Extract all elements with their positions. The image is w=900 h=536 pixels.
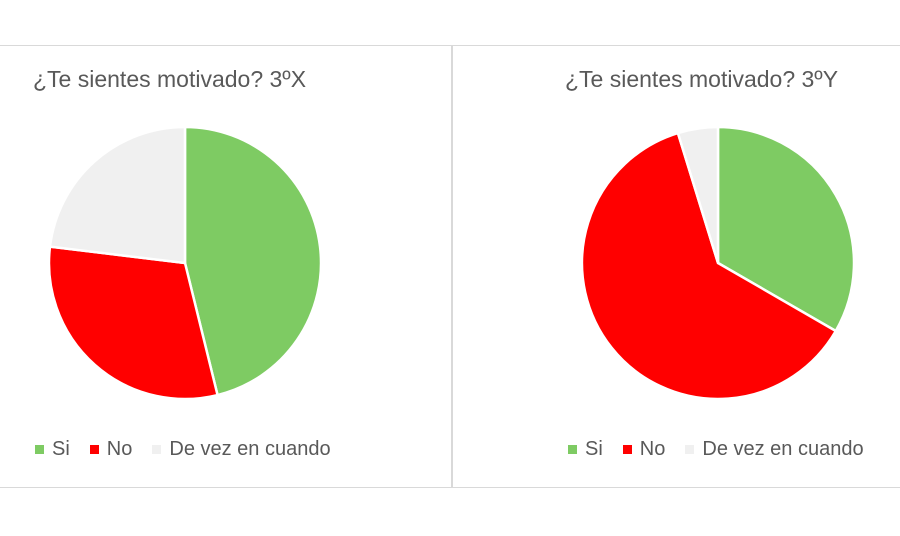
legend-label: Si	[52, 438, 70, 460]
legend-item-si: Si	[35, 438, 70, 461]
legend-label: No	[639, 438, 666, 460]
pie-slice-de-vez-en-cuando	[48, 125, 187, 265]
legend-3y: Si No De vez en cuando	[568, 438, 864, 461]
pie-slice-de-vez-en-cuando	[676, 125, 720, 265]
pie-slice-no	[580, 131, 838, 401]
legend-label: De vez en cuando	[702, 438, 864, 460]
legend-swatch	[685, 445, 695, 454]
top-border	[0, 45, 900, 46]
bottom-border	[0, 487, 900, 488]
legend-label: No	[106, 438, 133, 460]
legend-swatch	[568, 445, 577, 454]
chart-title-3x: ¿Te sientes motivado? 3ºX	[33, 66, 307, 92]
legend-item-si: Si	[568, 438, 603, 461]
legend-swatch	[152, 445, 162, 454]
legend-label: Si	[585, 438, 603, 460]
legend-swatch	[35, 445, 44, 454]
legend-item-no: No	[89, 438, 133, 461]
legend-3x: Si No De vez en cuando	[35, 438, 331, 461]
pie-slice-no	[47, 245, 219, 401]
pie-slice-si	[716, 125, 856, 333]
pie-slice-si	[183, 125, 323, 397]
legend-swatch	[622, 445, 632, 454]
legend-label: De vez en cuando	[169, 438, 331, 460]
legend-item-de-vez: De vez en cuando	[685, 438, 864, 461]
legend-swatch	[89, 445, 99, 454]
chart-title-3y: ¿Te sientes motivado? 3ºY	[565, 66, 839, 92]
legend-item-no: No	[622, 438, 666, 461]
panel-divider	[451, 45, 453, 487]
legend-item-de-vez: De vez en cuando	[152, 438, 331, 461]
